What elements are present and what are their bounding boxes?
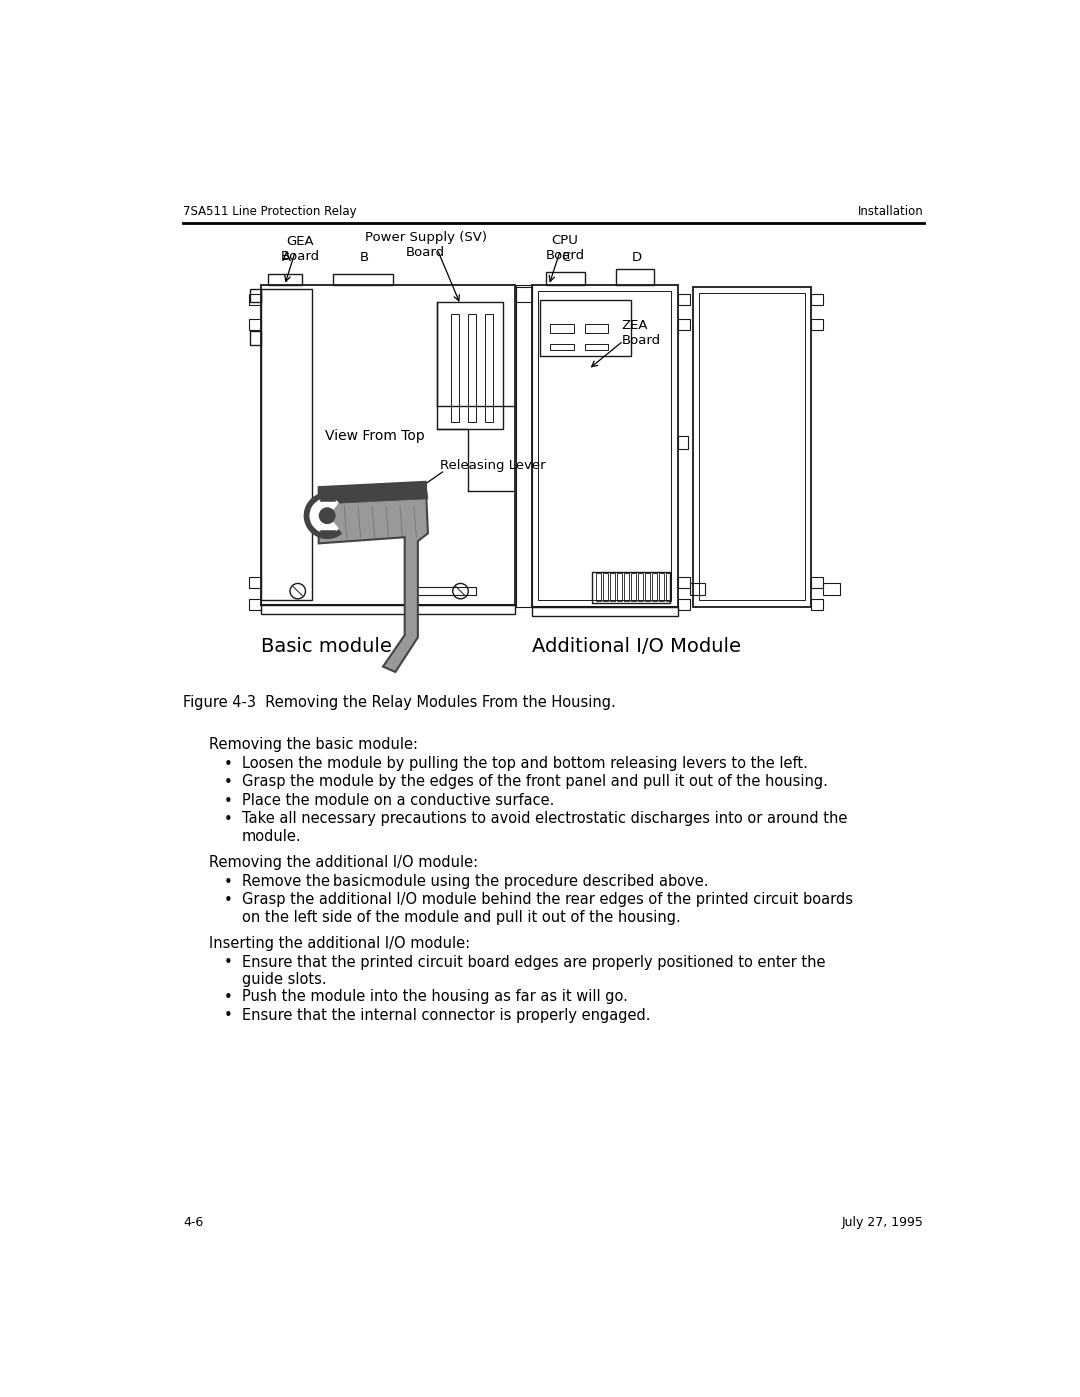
Bar bbox=[677, 599, 690, 609]
Bar bbox=[485, 314, 494, 422]
Text: July 27, 1995: July 27, 1995 bbox=[842, 1215, 924, 1229]
Bar bbox=[451, 314, 459, 422]
Polygon shape bbox=[319, 482, 428, 504]
Bar bbox=[811, 320, 823, 330]
Text: GEA
Board: GEA Board bbox=[281, 236, 320, 264]
Bar bbox=[437, 302, 503, 429]
Bar bbox=[251, 289, 261, 302]
Bar bbox=[261, 285, 515, 605]
Text: Push the module into the housing as far as it will go.: Push the module into the housing as far … bbox=[242, 989, 627, 1004]
Text: Removing the additional I/O module:: Removing the additional I/O module: bbox=[208, 855, 477, 870]
Bar bbox=[699, 293, 805, 601]
Bar bbox=[624, 573, 629, 601]
Bar bbox=[616, 270, 654, 285]
Bar bbox=[693, 286, 811, 606]
Wedge shape bbox=[310, 499, 338, 532]
Text: •: • bbox=[224, 990, 232, 1004]
Bar bbox=[666, 573, 671, 601]
Text: ZEA
Board: ZEA Board bbox=[622, 319, 661, 346]
Bar bbox=[811, 577, 823, 588]
Bar bbox=[406, 587, 476, 595]
Bar bbox=[659, 573, 663, 601]
Text: Releasing Lever: Releasing Lever bbox=[440, 458, 545, 472]
Text: Loosen the module by pulling the top and bottom releasing levers to the left.: Loosen the module by pulling the top and… bbox=[242, 756, 808, 771]
Bar bbox=[811, 293, 823, 305]
Text: View From Top: View From Top bbox=[325, 429, 426, 443]
Bar bbox=[268, 274, 302, 285]
Text: Additional I/O Module: Additional I/O Module bbox=[531, 637, 741, 657]
Text: •: • bbox=[224, 875, 232, 890]
Bar bbox=[333, 274, 393, 285]
Bar bbox=[690, 583, 705, 595]
Bar bbox=[248, 293, 261, 305]
Bar bbox=[248, 320, 261, 330]
Text: Power Supply (SV)
Board: Power Supply (SV) Board bbox=[365, 231, 487, 258]
Bar bbox=[823, 583, 840, 595]
Text: 4-6: 4-6 bbox=[183, 1215, 203, 1229]
Bar bbox=[531, 285, 677, 606]
Text: B: B bbox=[360, 251, 369, 264]
Bar bbox=[584, 344, 608, 351]
Text: C: C bbox=[562, 251, 570, 264]
Bar bbox=[261, 605, 515, 615]
Text: 7SA511 Line Protection Relay: 7SA511 Line Protection Relay bbox=[183, 205, 356, 218]
Polygon shape bbox=[319, 482, 428, 672]
Bar bbox=[631, 573, 636, 601]
Bar bbox=[261, 289, 312, 601]
Text: Inserting the additional I/O module:: Inserting the additional I/O module: bbox=[208, 936, 470, 951]
Text: Basic module: Basic module bbox=[261, 637, 392, 657]
Text: •: • bbox=[224, 793, 232, 809]
Text: Removing the basic module:: Removing the basic module: bbox=[208, 738, 418, 753]
Bar bbox=[469, 314, 476, 422]
Bar bbox=[551, 324, 573, 334]
Text: Place the module on a conductive surface.: Place the module on a conductive surface… bbox=[242, 793, 554, 807]
Text: •: • bbox=[224, 757, 232, 771]
Text: Figure 4-3  Removing the Relay Modules From the Housing.: Figure 4-3 Removing the Relay Modules Fr… bbox=[183, 696, 616, 710]
Bar bbox=[248, 577, 261, 588]
Text: A: A bbox=[282, 251, 291, 264]
Text: •: • bbox=[224, 775, 232, 791]
Circle shape bbox=[320, 509, 335, 524]
Bar bbox=[603, 573, 608, 601]
Bar bbox=[545, 272, 584, 285]
Text: •: • bbox=[224, 956, 232, 971]
Text: •: • bbox=[224, 1009, 232, 1024]
Bar bbox=[811, 599, 823, 609]
Bar bbox=[584, 324, 608, 334]
Bar bbox=[592, 571, 670, 602]
Bar bbox=[617, 573, 622, 601]
Bar bbox=[596, 573, 600, 601]
Bar bbox=[677, 320, 690, 330]
Bar bbox=[551, 344, 573, 351]
Bar bbox=[638, 573, 643, 601]
Text: Installation: Installation bbox=[859, 205, 924, 218]
Bar bbox=[248, 599, 261, 609]
Text: •: • bbox=[224, 893, 232, 908]
Text: Grasp the module by the edges of the front panel and pull it out of the housing.: Grasp the module by the edges of the fro… bbox=[242, 774, 828, 789]
Text: D: D bbox=[632, 251, 642, 264]
Bar bbox=[531, 606, 677, 616]
Bar bbox=[610, 573, 615, 601]
Bar bbox=[538, 291, 672, 601]
Text: •: • bbox=[224, 812, 232, 827]
Bar bbox=[677, 577, 690, 588]
Bar bbox=[516, 285, 531, 302]
Bar bbox=[251, 331, 261, 345]
Bar bbox=[540, 300, 631, 356]
Bar bbox=[516, 286, 531, 606]
Text: Grasp the additional I/O module behind the rear edges of the printed circuit boa: Grasp the additional I/O module behind t… bbox=[242, 893, 853, 925]
Text: Ensure that the printed circuit board edges are properly positioned to enter the: Ensure that the printed circuit board ed… bbox=[242, 954, 825, 986]
Text: Remove the basicmodule using the procedure described above.: Remove the basicmodule using the procedu… bbox=[242, 873, 708, 888]
Bar bbox=[652, 573, 657, 601]
Bar bbox=[677, 436, 688, 448]
Text: Ensure that the internal connector is properly engaged.: Ensure that the internal connector is pr… bbox=[242, 1007, 650, 1023]
Text: CPU
Board: CPU Board bbox=[545, 233, 584, 261]
Bar bbox=[677, 293, 690, 305]
Text: Take all necessary precautions to avoid electrostatic discharges into or around : Take all necessary precautions to avoid … bbox=[242, 812, 848, 844]
Bar bbox=[645, 573, 649, 601]
